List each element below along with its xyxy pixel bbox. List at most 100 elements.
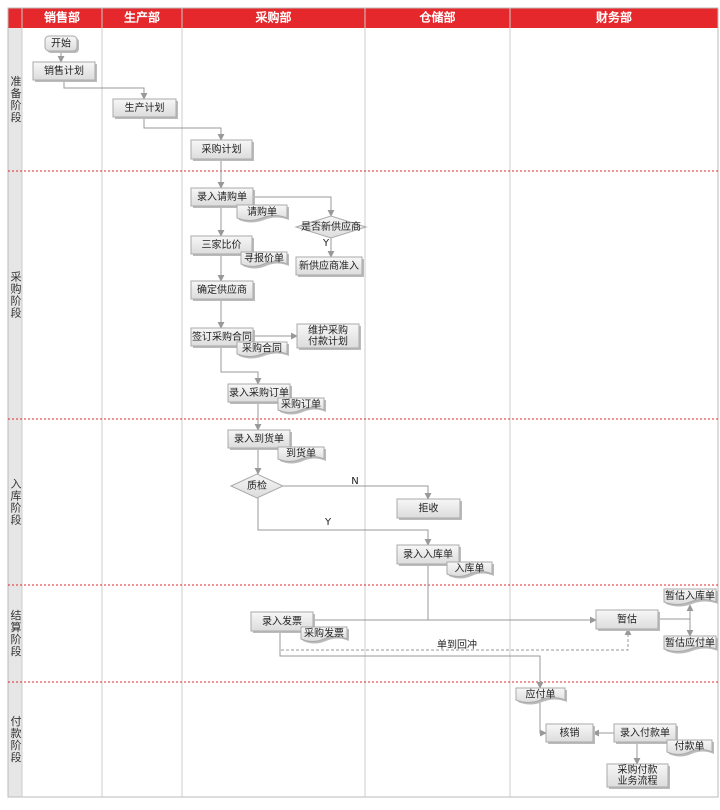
node-label: 生产计划 — [125, 101, 165, 114]
node-label: 新供应商准入 — [299, 259, 359, 272]
node-label: 暂估应付单 — [665, 636, 715, 649]
node-label: 采购发票 — [304, 627, 344, 640]
flow-node: 应付单 — [515, 687, 567, 705]
node-label: 到货单 — [286, 447, 316, 460]
document-shape — [300, 626, 348, 642]
node-box — [227, 429, 291, 449]
flow-node: 录入请购单 — [190, 187, 255, 208]
flow-node: 拒收 — [396, 498, 462, 520]
lane-title: 采购部 — [254, 10, 291, 25]
node-label: 录入入库单 — [403, 548, 453, 561]
node-box — [190, 139, 253, 160]
lane-title: 仓储部 — [418, 10, 455, 25]
node-label: 采购付款 — [618, 763, 658, 776]
edge-label: Y — [322, 238, 330, 249]
node-label: 请购单 — [247, 205, 277, 218]
node-label: 录入发票 — [262, 615, 302, 628]
node-label: 付款计划 — [308, 335, 348, 348]
node-box — [44, 35, 78, 52]
flow-node: 开始 — [44, 35, 79, 53]
node-label: 确定供应商 — [197, 283, 247, 296]
node-box — [32, 61, 96, 81]
connector — [220, 346, 262, 385]
flow-node: 生产计划 — [112, 98, 178, 119]
node-box — [295, 256, 363, 276]
lane-title: 生产部 — [124, 10, 160, 25]
flow-node: 入库单 — [446, 561, 494, 579]
flow-node: 核销 — [545, 723, 595, 744]
edge-label: 单到回冲 — [437, 638, 477, 651]
frame — [7, 7, 719, 798]
node-label: 暂估 — [617, 613, 637, 626]
stage-label: 采购阶段 — [9, 271, 22, 319]
flow-node: 采购发票 — [300, 626, 349, 644]
node-label: 质检 — [247, 479, 267, 492]
flow-node: 暂估入库单 — [663, 588, 718, 607]
flow-node: 到货单 — [277, 446, 326, 464]
flow-node: 确定供应商 — [190, 280, 255, 301]
document-shape — [446, 561, 493, 577]
decision-shape — [294, 215, 368, 239]
stage-column — [8, 28, 22, 797]
node-label: 是否新供应商 — [301, 220, 361, 233]
document-shape — [236, 204, 288, 221]
connector — [279, 631, 544, 689]
node-label: 维护采购 — [308, 324, 348, 337]
decision-shape — [229, 473, 285, 499]
flow-node: 录入采购订单 — [227, 383, 292, 404]
lane-title: 销售部 — [44, 10, 80, 25]
flow-node: 寻报价单 — [240, 251, 289, 269]
node-label: 录入到货单 — [234, 432, 284, 445]
flow-node: 录入到货单 — [227, 429, 292, 450]
stage-label: 准备阶段 — [9, 75, 22, 123]
node-label: 入库单 — [455, 562, 485, 575]
flow-node: 质检 — [229, 473, 285, 499]
node-label: 暂估入库单 — [665, 589, 715, 602]
node-label: 采购订单 — [281, 398, 321, 411]
node-box — [545, 723, 594, 743]
flow-node: 采购订单 — [277, 397, 326, 415]
node-box — [613, 723, 677, 743]
flow-node: 三家比价 — [190, 235, 254, 256]
node-box — [190, 280, 254, 300]
node-label: 开始 — [51, 37, 71, 50]
node-label: 付款单 — [675, 740, 705, 753]
flow-node: 采购计划 — [190, 139, 254, 161]
document-shape — [663, 588, 717, 605]
flow-node: 暂估应付单 — [663, 635, 718, 654]
node-box — [250, 611, 314, 632]
flow-node: 新供应商准入 — [295, 256, 364, 277]
edge-label: Y — [324, 517, 332, 528]
connector — [283, 485, 432, 500]
document-shape — [240, 251, 288, 267]
node-box — [296, 323, 360, 349]
node-label: 录入请购单 — [197, 190, 247, 203]
header-bar — [8, 8, 718, 28]
node-label: 业务流程 — [618, 774, 658, 787]
node-box — [112, 98, 177, 118]
node-label: 录入付款单 — [620, 726, 670, 739]
node-box — [396, 498, 461, 519]
flow-node: 请购单 — [236, 204, 289, 223]
flow-node: 录入付款单 — [613, 723, 678, 744]
node-label: 签订采购合同 — [192, 330, 252, 343]
node-label: 核销 — [560, 726, 580, 739]
document-shape — [663, 635, 717, 652]
node-box — [190, 235, 253, 255]
connector — [279, 628, 632, 651]
node-box — [190, 187, 254, 207]
node-label: 寻报价单 — [244, 252, 284, 265]
stage-label: 结算阶段 — [9, 609, 22, 657]
connector — [658, 604, 694, 620]
document-shape — [515, 687, 566, 703]
node-label: 拒收 — [419, 502, 439, 515]
edge-label: N — [351, 476, 358, 487]
stage-label: 付款阶段 — [9, 715, 22, 763]
flow-node: 销售计划 — [32, 61, 97, 82]
node-label: 应付单 — [526, 688, 556, 701]
document-shape — [277, 397, 325, 413]
node-box — [595, 609, 659, 630]
flow-node: 采购合同 — [236, 341, 289, 359]
connector — [257, 498, 432, 546]
